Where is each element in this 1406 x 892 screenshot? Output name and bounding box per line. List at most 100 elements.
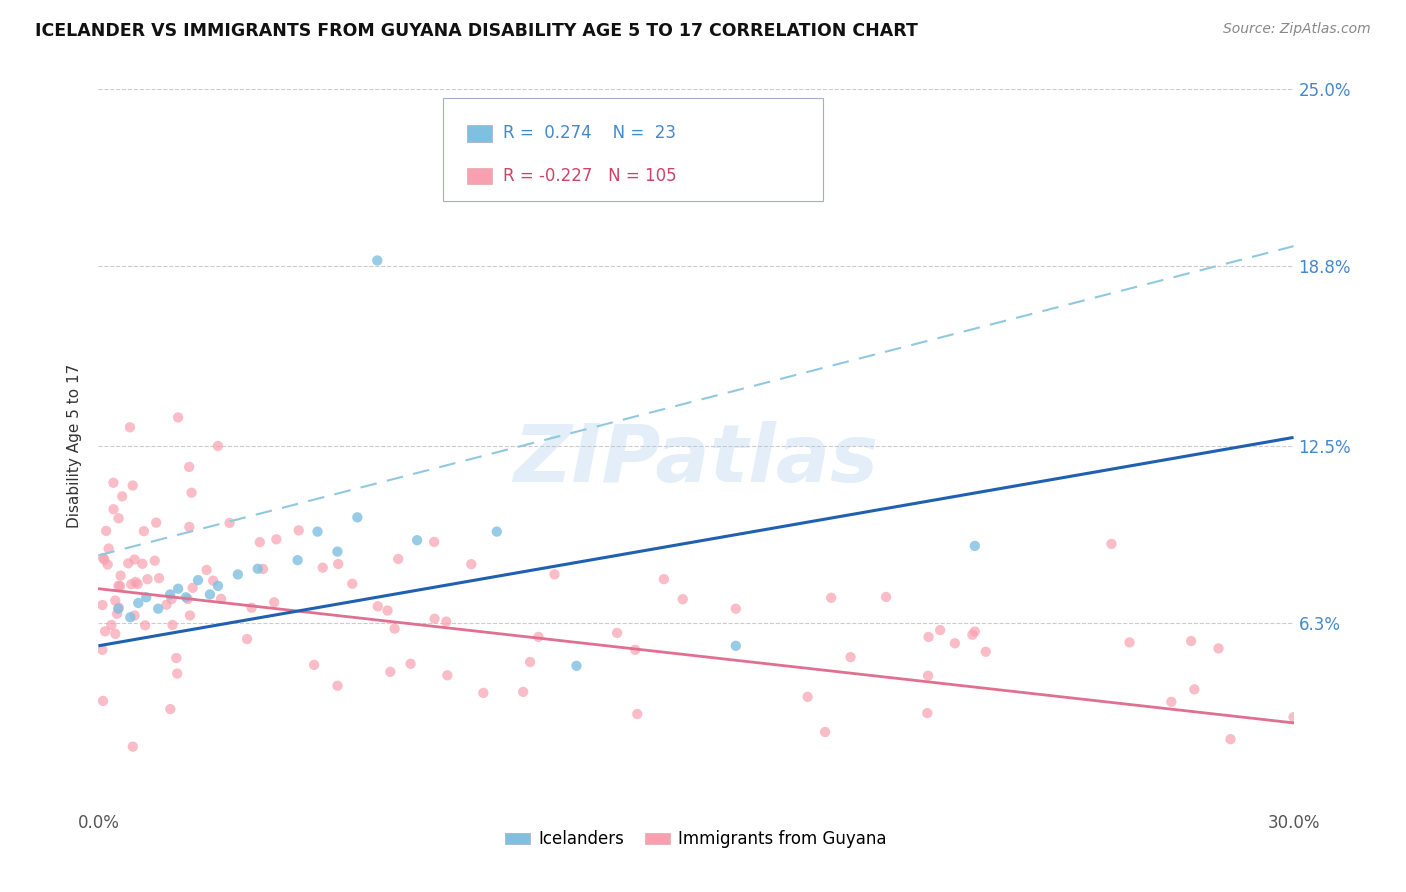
Point bbox=[207, 439, 229, 453]
Point bbox=[120, 610, 142, 624]
Point bbox=[107, 601, 129, 615]
Point bbox=[124, 574, 146, 589]
Point bbox=[328, 557, 350, 571]
Point bbox=[103, 475, 125, 490]
Point bbox=[624, 642, 647, 657]
Point bbox=[1219, 732, 1241, 747]
Point bbox=[1282, 710, 1305, 724]
Point bbox=[181, 581, 204, 595]
Point bbox=[434, 615, 457, 629]
Point bbox=[236, 632, 259, 646]
Point bbox=[207, 579, 229, 593]
Point bbox=[167, 582, 190, 596]
Point bbox=[814, 725, 837, 739]
Text: R =  0.274    N =  23: R = 0.274 N = 23 bbox=[503, 125, 676, 143]
Point bbox=[929, 623, 952, 637]
Point bbox=[132, 524, 155, 538]
Point bbox=[104, 593, 127, 607]
Point bbox=[377, 603, 399, 617]
Point bbox=[1101, 537, 1123, 551]
Point bbox=[179, 459, 201, 474]
Y-axis label: Disability Age 5 to 17: Disability Age 5 to 17 bbox=[67, 364, 83, 528]
Point bbox=[180, 485, 202, 500]
Point bbox=[943, 636, 966, 650]
Point bbox=[1208, 641, 1230, 656]
Point bbox=[963, 539, 986, 553]
Point bbox=[266, 533, 288, 547]
Point bbox=[387, 552, 409, 566]
Text: ICELANDER VS IMMIGRANTS FROM GUYANA DISABILITY AGE 5 TO 17 CORRELATION CHART: ICELANDER VS IMMIGRANTS FROM GUYANA DISA… bbox=[35, 22, 918, 40]
Point bbox=[252, 562, 274, 576]
Point bbox=[917, 668, 939, 682]
Point bbox=[652, 572, 675, 586]
Point bbox=[177, 592, 200, 607]
Point bbox=[143, 554, 166, 568]
Point bbox=[107, 600, 129, 615]
Text: ZIPatlas: ZIPatlas bbox=[513, 421, 879, 500]
Point bbox=[136, 572, 159, 586]
Point bbox=[406, 533, 429, 548]
Point bbox=[107, 511, 129, 525]
Point bbox=[108, 579, 131, 593]
Point bbox=[485, 524, 508, 539]
Point bbox=[174, 591, 197, 605]
Point bbox=[263, 595, 285, 609]
Point bbox=[287, 553, 309, 567]
Point bbox=[249, 535, 271, 549]
Point bbox=[302, 657, 325, 672]
Point bbox=[287, 524, 309, 538]
Point bbox=[179, 520, 201, 534]
Point bbox=[127, 577, 149, 591]
Point bbox=[165, 651, 187, 665]
Point bbox=[519, 655, 541, 669]
Point bbox=[93, 552, 115, 566]
Point bbox=[307, 524, 329, 539]
Point bbox=[120, 577, 142, 591]
Point bbox=[240, 600, 263, 615]
Point bbox=[724, 639, 747, 653]
Point bbox=[159, 587, 181, 601]
Point bbox=[110, 568, 132, 582]
Point bbox=[512, 685, 534, 699]
Point bbox=[167, 410, 190, 425]
Point bbox=[460, 557, 482, 571]
Point bbox=[131, 557, 153, 571]
Point bbox=[963, 624, 986, 639]
Point bbox=[917, 630, 939, 644]
Point bbox=[1182, 682, 1205, 697]
Point bbox=[107, 579, 129, 593]
Point bbox=[159, 702, 181, 716]
Point bbox=[103, 502, 125, 516]
Point bbox=[423, 535, 446, 549]
Point bbox=[202, 574, 225, 588]
Point bbox=[724, 601, 747, 615]
Point bbox=[326, 679, 349, 693]
Point bbox=[962, 628, 984, 642]
Point bbox=[472, 686, 495, 700]
Point bbox=[97, 558, 120, 572]
Point bbox=[606, 626, 628, 640]
Point bbox=[179, 608, 201, 623]
Point bbox=[91, 598, 114, 612]
Point bbox=[342, 576, 364, 591]
Point bbox=[195, 563, 218, 577]
Point bbox=[1118, 635, 1140, 649]
Point bbox=[626, 706, 648, 721]
Point bbox=[105, 607, 128, 621]
Point bbox=[97, 541, 120, 556]
Point bbox=[423, 612, 446, 626]
Point bbox=[312, 560, 335, 574]
Point bbox=[436, 668, 458, 682]
Point bbox=[384, 622, 406, 636]
Point bbox=[198, 587, 221, 601]
Point bbox=[820, 591, 842, 605]
Point bbox=[94, 624, 117, 639]
Point bbox=[100, 618, 122, 632]
Point bbox=[121, 739, 143, 754]
Point bbox=[839, 650, 862, 665]
Point bbox=[974, 645, 997, 659]
Point bbox=[326, 544, 349, 558]
Point bbox=[155, 598, 177, 612]
Point bbox=[91, 694, 114, 708]
Point bbox=[366, 253, 388, 268]
